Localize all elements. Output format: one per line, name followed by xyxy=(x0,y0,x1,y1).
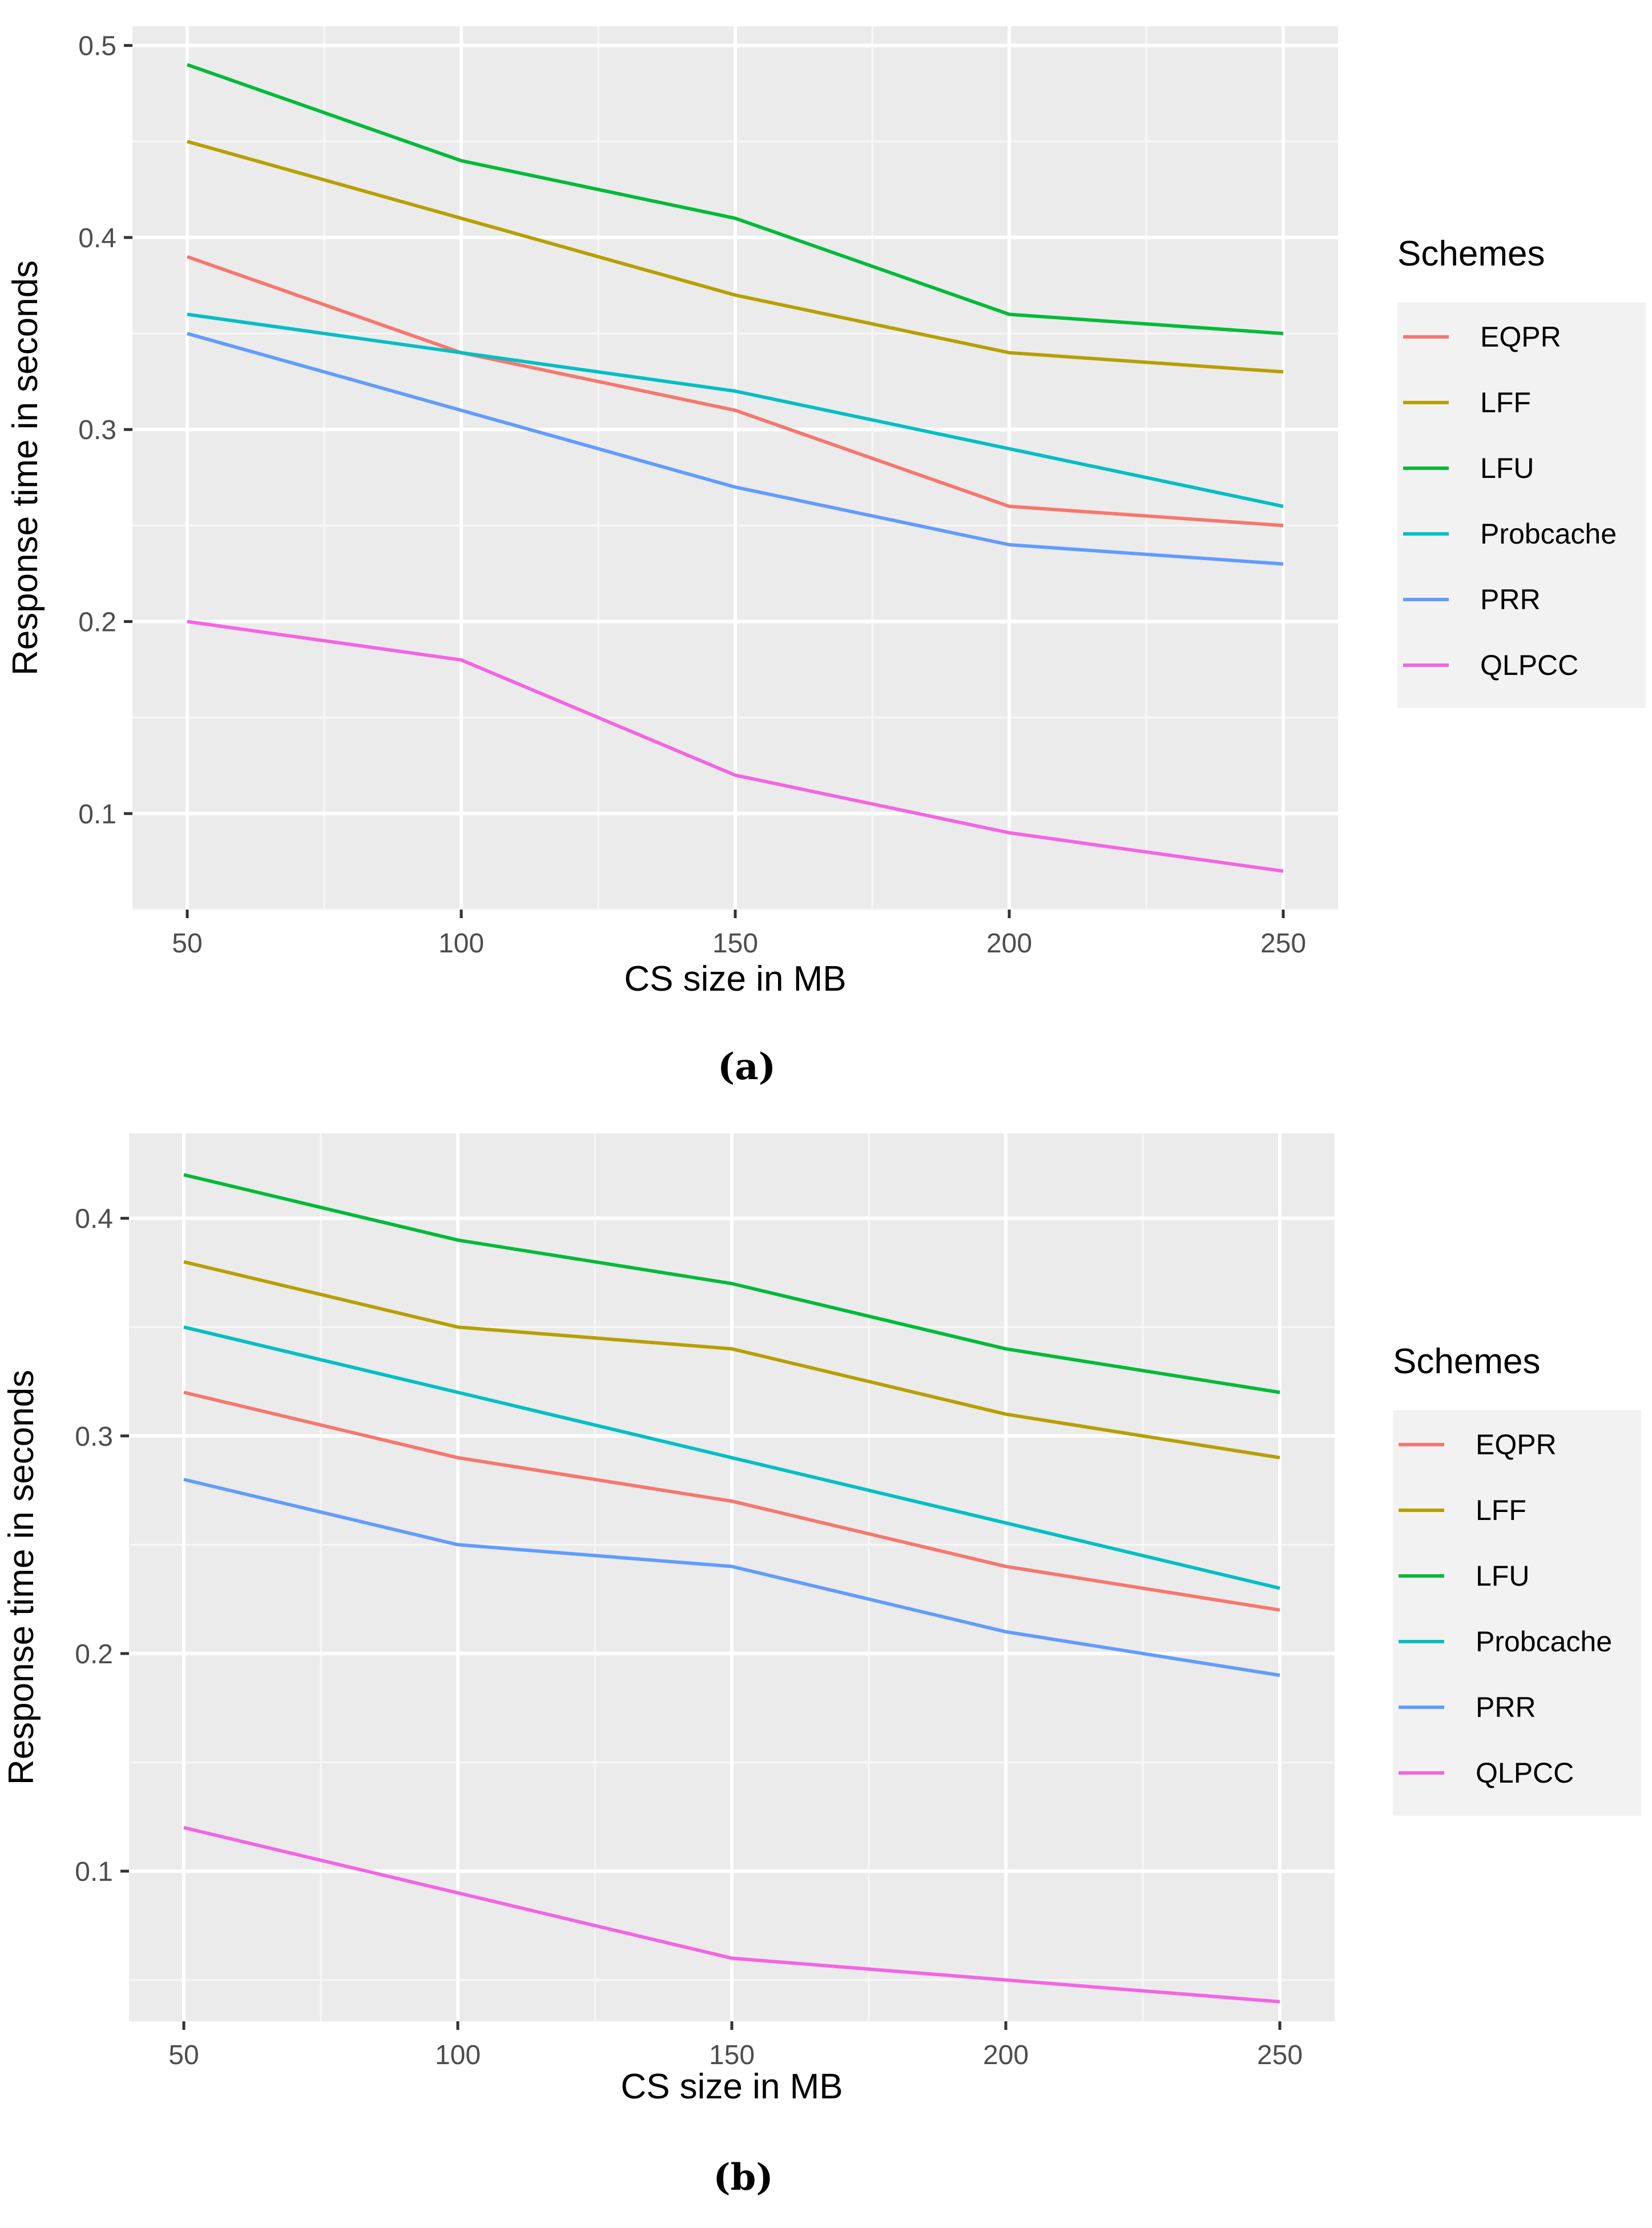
series-line-lff xyxy=(183,1260,1280,1459)
y-tick-label: 0.5 xyxy=(78,31,116,62)
y-tick-label: 0.2 xyxy=(75,1639,113,1670)
series-line-lfu xyxy=(183,1173,1280,1394)
series-line-probcache xyxy=(183,1325,1280,1590)
x-tick-label: 150 xyxy=(709,2040,755,2070)
y-tick-label: 0.1 xyxy=(78,799,116,830)
chart-a: 0.1 0.2 0.3 0.4 0.5 50 100 150 200 250 CS size in … xyxy=(6,26,1646,1088)
y-tick-label: 0.3 xyxy=(75,1422,113,1452)
series-line-eqpr xyxy=(187,255,1284,528)
y-tick-label: 0.1 xyxy=(75,1857,113,1887)
x-tick-label: 50 xyxy=(172,928,202,959)
series-line-prr xyxy=(183,1478,1280,1677)
figure-caption: (b) xyxy=(713,2156,773,2199)
legend-label: QLPCC xyxy=(1476,1757,1574,1789)
x-tick-label: 200 xyxy=(986,928,1032,959)
legend: EQPR LFF LFU Probcache PRR QLPCC xyxy=(1397,303,1646,708)
legend-label: LFU xyxy=(1476,1560,1529,1592)
series-line-eqpr xyxy=(183,1390,1280,1612)
series-line-probcache xyxy=(187,312,1284,508)
x-tick-label: 100 xyxy=(435,2040,481,2070)
x-axis-title: CS size in MB xyxy=(624,959,846,999)
x-tick-label: 50 xyxy=(168,2040,199,2070)
series-line-lff xyxy=(187,139,1284,374)
y-tick-label: 0.4 xyxy=(75,1204,113,1234)
y-axis-title: Response time in seconds xyxy=(2,1370,41,1785)
series-line-qlpcc xyxy=(187,620,1284,873)
y-tick-label: 0.3 xyxy=(78,415,116,445)
y-tick-label: 0.4 xyxy=(78,223,116,254)
x-axis-title: CS size in MB xyxy=(620,2067,843,2106)
legend-label: LFF xyxy=(1480,387,1531,419)
legend-title: Schemes xyxy=(1393,1342,1540,1381)
series-line-lfu xyxy=(187,63,1284,336)
x-tick-label: 250 xyxy=(1260,928,1306,959)
legend-label: Probcache xyxy=(1480,518,1617,550)
legend-label: PRR xyxy=(1480,584,1541,616)
series-line-qlpcc xyxy=(183,1825,1280,2004)
legend-title: Schemes xyxy=(1397,234,1545,274)
x-tick-label: 150 xyxy=(712,928,758,959)
legend-label: EQPR xyxy=(1476,1429,1557,1461)
y-tick-label: 0.2 xyxy=(78,608,116,638)
x-tick-label: 200 xyxy=(983,2040,1029,2070)
legend-label: LFF xyxy=(1476,1494,1526,1526)
figure-caption: (a) xyxy=(718,1045,776,1088)
legend-label: QLPCC xyxy=(1480,649,1578,681)
legend-label: LFU xyxy=(1480,452,1534,484)
legend-label: Probcache xyxy=(1476,1626,1612,1658)
x-tick-label: 250 xyxy=(1257,2040,1303,2070)
series-line-prr xyxy=(187,332,1284,566)
legend: EQPR LFF LFU Probcache PRR QLPCC xyxy=(1393,1410,1641,1816)
legend-label: PRR xyxy=(1476,1691,1536,1723)
legend-label: EQPR xyxy=(1480,321,1561,353)
x-tick-label: 100 xyxy=(438,928,484,959)
y-axis-title: Response time in seconds xyxy=(6,260,45,675)
chart-b: 0.1 0.2 0.3 0.4 50 100 150 200 250 CS size in MB R… xyxy=(2,1133,1641,2199)
